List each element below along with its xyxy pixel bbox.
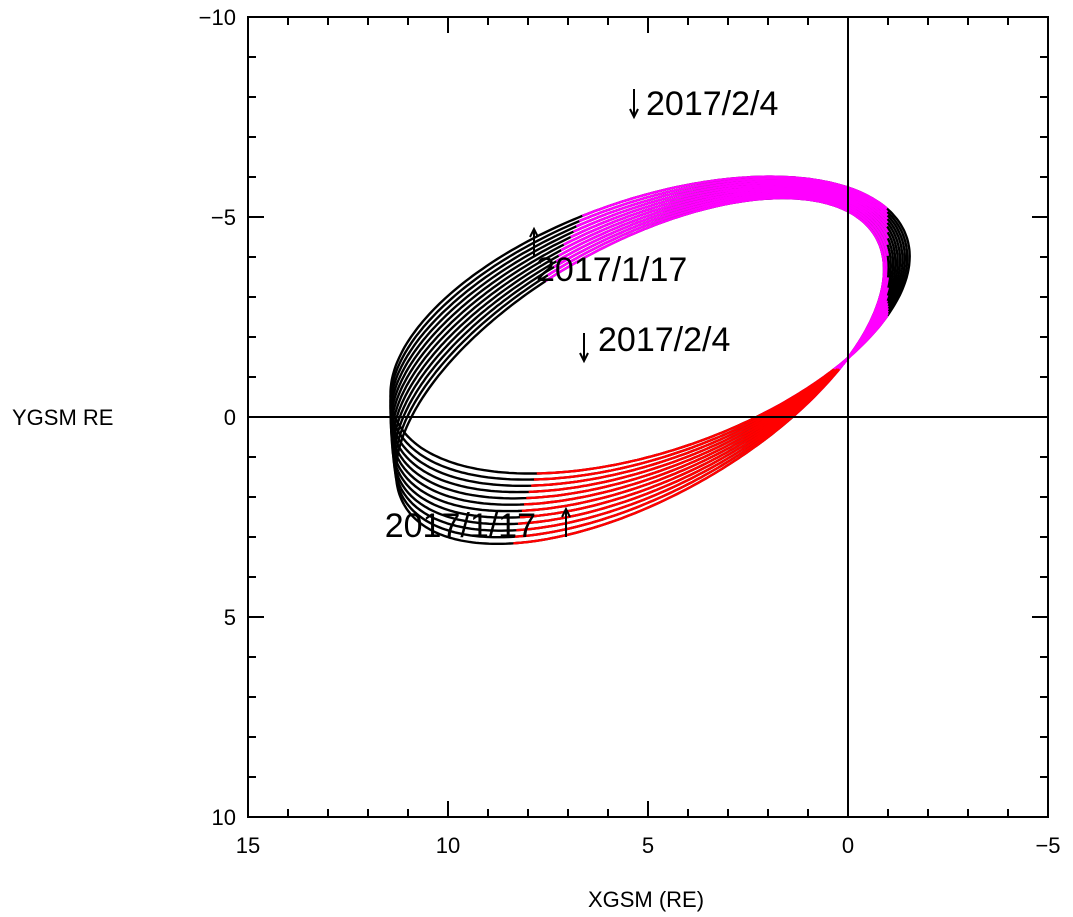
annotation-label: 2017/2/4: [598, 321, 730, 359]
x-tick-label: 5: [642, 833, 654, 858]
zero-lines: [248, 17, 1048, 817]
orbit-tracks: [389, 175, 911, 545]
orbit-dawn-segment: [526, 369, 836, 500]
orbit-dusk-segment: [553, 193, 889, 418]
y-tick-label: −10: [199, 5, 236, 30]
arrow-head-icon: [579, 352, 589, 364]
arrow-head-icon: [529, 226, 539, 238]
orbit-dusk-segment: [563, 185, 889, 418]
x-tick-label: 10: [436, 833, 460, 858]
date-annotations: 2017/2/4 2017/1/17 2017/2/4 2017/1/17: [385, 85, 779, 545]
arrow-head-icon: [629, 108, 639, 120]
orbit-dawn-segment: [516, 369, 839, 532]
annotation: 2017/1/17: [529, 226, 687, 289]
annotation-label: 2017/1/17: [536, 251, 687, 289]
orbit-dawn-segment: [523, 368, 839, 506]
y-tick-label: 5: [224, 605, 236, 630]
orbit-dawn-segment: [531, 370, 834, 487]
annotation-label: 2017/1/17: [385, 507, 536, 545]
x-axis-title: XGSM (RE): [588, 887, 704, 912]
annotation: 2017/1/17: [385, 506, 571, 545]
annotation: 2017/2/4: [629, 85, 778, 123]
y-axis-title: YGSM RE: [12, 405, 113, 430]
x-tick-label: 0: [842, 833, 854, 858]
orbit-dawn-segment: [521, 369, 838, 512]
annotation-label: 2017/2/4: [646, 85, 778, 123]
orbit-dawn-segment: [517, 368, 840, 525]
orbit-dawn-segment: [514, 370, 839, 538]
y-tick-label: 10: [212, 805, 236, 830]
y-tick-label: 0: [224, 405, 236, 430]
orbit-dawn-segment: [533, 369, 835, 481]
orbit-dawn-segment: [519, 370, 838, 519]
annotation: 2017/2/4: [579, 321, 730, 364]
orbit-dusk-segment: [572, 181, 889, 417]
x-tick-label: −5: [1035, 833, 1060, 858]
axis-ticks: [247, 16, 1049, 818]
orbit-dawn-segment: [536, 368, 835, 475]
x-tick-label: 15: [236, 833, 260, 858]
orbit-dusk-segment: [545, 196, 886, 418]
orbit-dawn-segment: [528, 368, 837, 494]
arrow-head-icon: [561, 506, 571, 518]
orbit-dawn-segment: [513, 368, 841, 545]
y-tick-label: −5: [211, 205, 236, 230]
